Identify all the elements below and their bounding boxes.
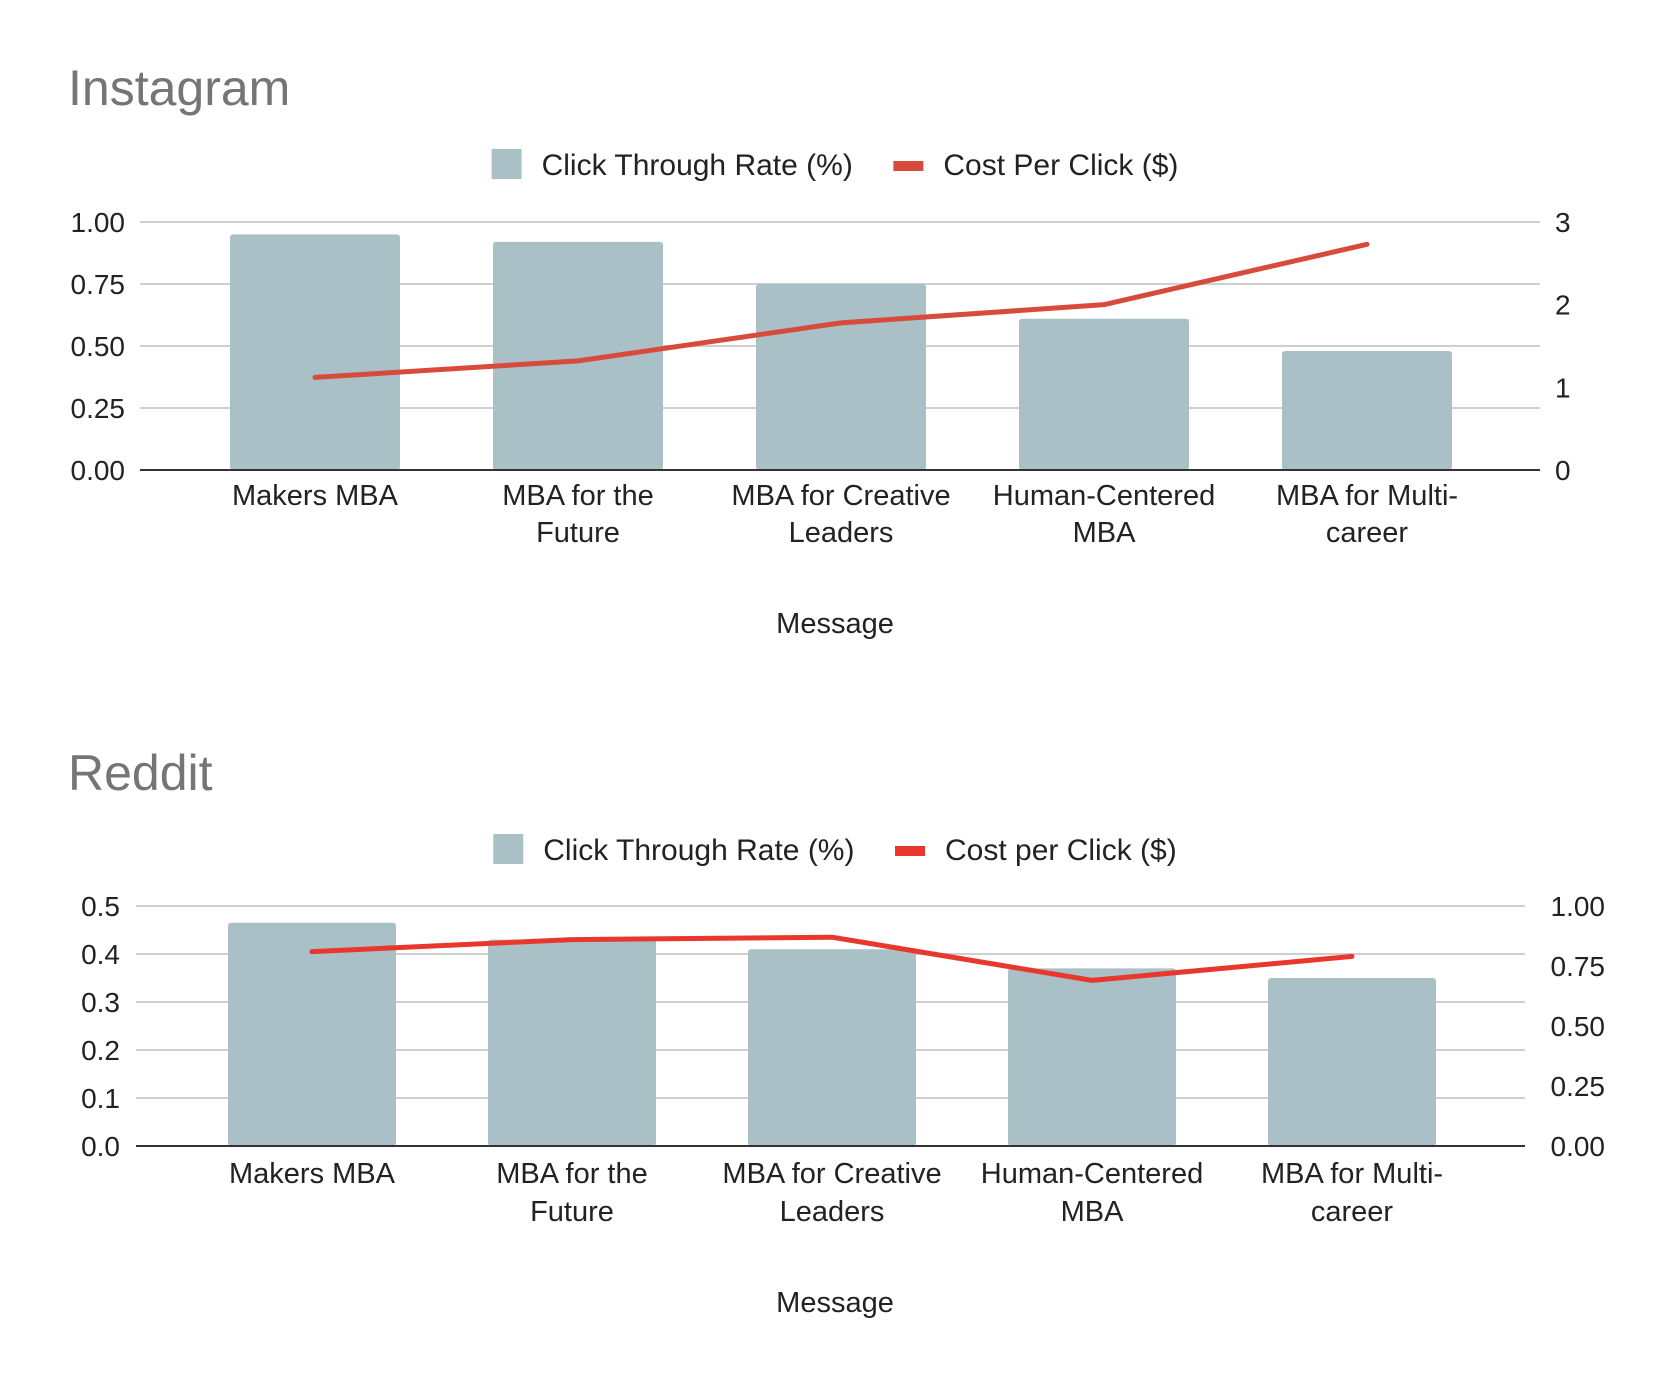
x-tick-label: Future <box>530 1196 614 1228</box>
x-tick-label: Future <box>536 517 620 549</box>
bar <box>488 940 656 1146</box>
y-left-tick-label: 0.4 <box>81 939 120 970</box>
y-left-tick-label: 0.75 <box>71 269 126 300</box>
y-left-tick-label: 0.00 <box>71 455 126 486</box>
x-tick-label: MBA <box>1073 517 1137 549</box>
y-right-tick-label: 0.75 <box>1551 951 1606 982</box>
legend: Click Through Rate (%) Cost Per Click ($) <box>492 149 1179 182</box>
x-tick-label: career <box>1326 517 1409 549</box>
y-right-tick-label: 1.00 <box>1551 891 1606 922</box>
chart-title: Reddit <box>68 745 213 801</box>
legend-label-line: Cost per Click ($) <box>945 834 1177 867</box>
y-right-tick-label: 1 <box>1555 372 1571 403</box>
x-tick-label: MBA for Creative <box>722 1158 941 1190</box>
y-right-tick-label: 0 <box>1555 455 1571 486</box>
x-axis-title: Message <box>776 1287 894 1319</box>
x-tick-label: MBA for Multi- <box>1261 1158 1443 1190</box>
bar <box>748 949 916 1146</box>
bar <box>1008 968 1176 1146</box>
bar <box>230 234 400 470</box>
bar <box>1268 978 1436 1146</box>
y-right-tick-label: 0.25 <box>1551 1071 1606 1102</box>
x-tick-label: career <box>1311 1196 1394 1228</box>
legend-swatch-line <box>895 846 925 856</box>
bar <box>756 284 926 470</box>
y-left-tick-label: 0.5 <box>81 891 120 922</box>
x-tick-label: Human-Centered <box>993 480 1215 512</box>
chart-0: Instagram Click Through Rate (%) Cost Per … <box>68 60 1571 640</box>
y-right-tick-label: 2 <box>1555 290 1571 321</box>
bar <box>1019 319 1189 470</box>
bar <box>1282 351 1452 470</box>
x-tick-label: Leaders <box>789 517 894 549</box>
legend-label-bar: Click Through Rate (%) <box>543 834 854 867</box>
x-tick-label: MBA for the <box>496 1158 648 1190</box>
y-right-tick-label: 0.00 <box>1551 1131 1606 1162</box>
chart-title: Instagram <box>68 60 290 116</box>
x-tick-label: Leaders <box>780 1196 885 1228</box>
legend-swatch-bar <box>492 149 522 179</box>
y-left-tick-label: 0.3 <box>81 987 120 1018</box>
y-left-tick-label: 0.0 <box>81 1131 120 1162</box>
bar <box>493 242 663 470</box>
chart-1: Reddit Click Through Rate (%) Cost per Cli… <box>68 745 1605 1319</box>
x-tick-label: Makers MBA <box>232 480 399 512</box>
x-tick-label: Human-Centered <box>981 1158 1203 1190</box>
y-left-tick-label: 0.50 <box>71 331 126 362</box>
x-tick-label: MBA for Multi- <box>1276 480 1458 512</box>
x-tick-label: Makers MBA <box>229 1158 396 1190</box>
legend-swatch-bar <box>493 834 523 864</box>
y-left-tick-label: 0.25 <box>71 393 126 424</box>
y-left-tick-label: 0.2 <box>81 1035 120 1066</box>
legend-label-bar: Click Through Rate (%) <box>542 149 853 182</box>
legend: Click Through Rate (%) Cost per Click ($) <box>493 834 1176 867</box>
y-left-tick-label: 0.1 <box>81 1083 120 1114</box>
x-tick-label: MBA for the <box>502 480 654 512</box>
y-left-tick-label: 1.00 <box>71 207 126 238</box>
legend-swatch-line <box>893 161 923 171</box>
x-tick-label: MBA for Creative <box>731 480 950 512</box>
y-right-tick-label: 3 <box>1555 207 1571 238</box>
x-axis-title: Message <box>776 608 894 640</box>
x-tick-label: MBA <box>1061 1196 1125 1228</box>
legend-label-line: Cost Per Click ($) <box>943 149 1178 182</box>
bar <box>228 923 396 1146</box>
y-right-tick-label: 0.50 <box>1551 1011 1606 1042</box>
